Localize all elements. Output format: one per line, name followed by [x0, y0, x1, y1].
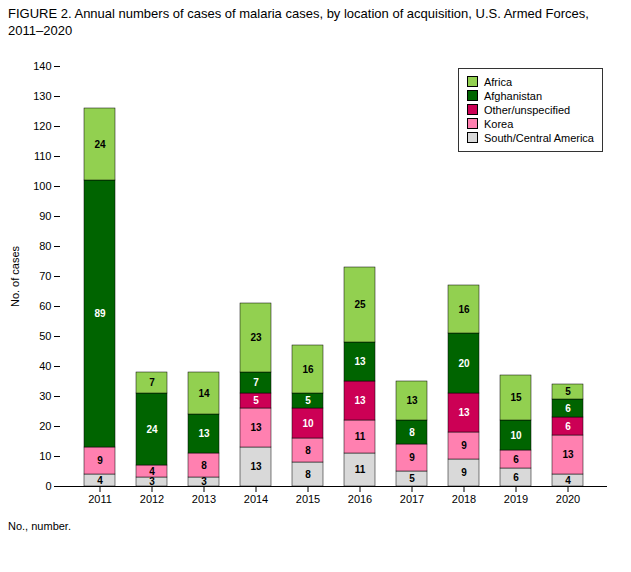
svg-text:9: 9: [461, 467, 467, 478]
svg-text:8: 8: [201, 459, 207, 470]
svg-text:9: 9: [461, 440, 467, 451]
svg-text:6: 6: [513, 453, 519, 464]
svg-text:110: 110: [34, 150, 52, 162]
svg-text:20: 20: [458, 357, 470, 368]
svg-text:4: 4: [97, 474, 103, 485]
svg-text:0: 0: [45, 480, 51, 492]
svg-text:6: 6: [565, 402, 571, 413]
svg-text:5: 5: [253, 395, 259, 406]
html-text:No., number.: No., number.: [8, 519, 71, 532]
svg-text:10: 10: [510, 429, 522, 440]
svg-text:120: 120: [33, 120, 51, 132]
svg-text:15: 15: [510, 392, 522, 403]
svg-text:5: 5: [305, 395, 311, 406]
svg-text:13: 13: [562, 449, 574, 460]
svg-text:10: 10: [302, 417, 314, 428]
html-text:Afghanistan: Afghanistan: [483, 89, 542, 102]
svg-text:2012: 2012: [140, 493, 164, 505]
svg-text:13: 13: [354, 395, 366, 406]
svg-text:16: 16: [458, 303, 470, 314]
svg-text:3: 3: [201, 476, 207, 487]
svg-text:13: 13: [250, 422, 262, 433]
svg-text:2019: 2019: [504, 493, 528, 505]
svg-text:2015: 2015: [296, 493, 320, 505]
html-text:FIGURE 2. Annual numbers of ca: FIGURE 2. Annual numbers of cases of mal…: [8, 6, 589, 38]
svg-text:6: 6: [565, 420, 571, 431]
svg-text:13: 13: [354, 356, 366, 367]
svg-text:2017: 2017: [400, 493, 424, 505]
svg-text:5: 5: [409, 473, 415, 484]
html-text:Africa: Africa: [483, 75, 513, 88]
svg-text:24: 24: [94, 138, 106, 149]
svg-text:60: 60: [39, 300, 51, 312]
svg-text:130: 130: [33, 90, 51, 102]
svg-text:7: 7: [149, 377, 155, 388]
svg-text:13: 13: [406, 395, 418, 406]
svg-text:8: 8: [305, 468, 311, 479]
svg-text:4: 4: [565, 474, 571, 485]
svg-text:2011: 2011: [88, 493, 112, 505]
svg-text:11: 11: [355, 431, 366, 442]
svg-text:9: 9: [97, 455, 103, 466]
svg-text:90: 90: [39, 210, 51, 222]
svg-text:5: 5: [565, 386, 571, 397]
svg-text:No. of cases: No. of cases: [9, 245, 21, 307]
svg-text:20: 20: [39, 420, 51, 432]
svg-text:100: 100: [33, 180, 51, 192]
html-text:South/Central America: South/Central America: [483, 131, 594, 144]
svg-text:2014: 2014: [244, 493, 268, 505]
svg-text:2016: 2016: [348, 493, 372, 505]
svg-text:2018: 2018: [452, 493, 476, 505]
svg-text:2013: 2013: [192, 493, 216, 505]
svg-text:8: 8: [409, 426, 415, 437]
svg-text:80: 80: [39, 240, 51, 252]
svg-text:13: 13: [250, 461, 262, 472]
html-text:Other/unspecified: Other/unspecified: [483, 103, 571, 116]
svg-text:13: 13: [198, 428, 210, 439]
svg-text:16: 16: [302, 363, 314, 374]
svg-text:50: 50: [39, 330, 51, 342]
svg-text:4: 4: [149, 465, 155, 476]
svg-text:6: 6: [513, 471, 519, 482]
svg-text:140: 140: [33, 60, 51, 72]
svg-text:2020: 2020: [556, 493, 580, 505]
svg-text:40: 40: [39, 360, 51, 372]
svg-text:7: 7: [253, 377, 259, 388]
svg-text:30: 30: [39, 390, 51, 402]
svg-text:23: 23: [250, 332, 262, 343]
svg-text:8: 8: [305, 444, 311, 455]
svg-text:24: 24: [146, 423, 158, 434]
svg-text:9: 9: [409, 452, 415, 463]
svg-text:3: 3: [149, 476, 155, 487]
svg-text:89: 89: [94, 308, 106, 319]
html-text:Korea: Korea: [483, 117, 514, 130]
svg-text:10: 10: [39, 450, 51, 462]
svg-text:11: 11: [355, 464, 366, 475]
svg-text:13: 13: [458, 407, 470, 418]
svg-text:70: 70: [39, 270, 51, 282]
svg-text:25: 25: [354, 299, 366, 310]
svg-text:14: 14: [198, 387, 210, 398]
